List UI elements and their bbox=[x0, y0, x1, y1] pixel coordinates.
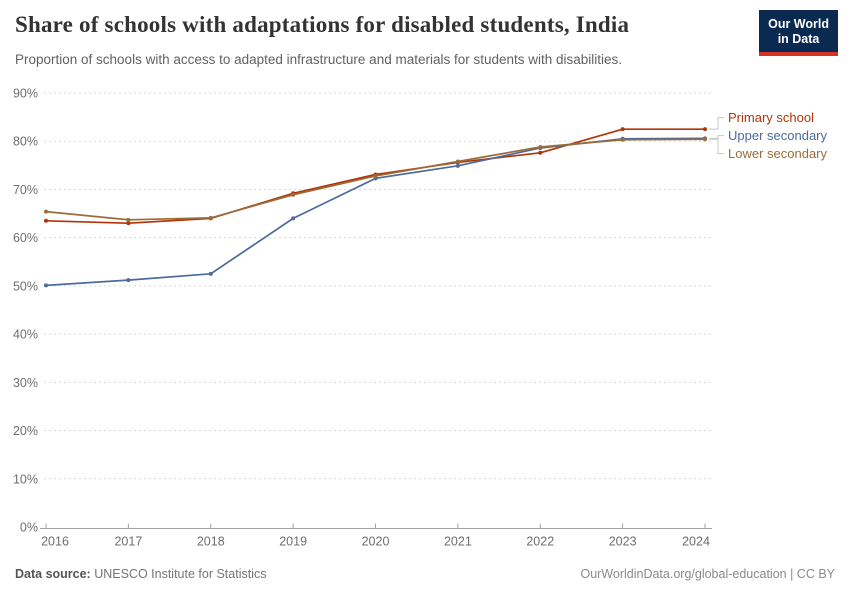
series-line-upper-secondary bbox=[45, 137, 706, 287]
credit-link[interactable]: OurWorldinData.org/global-education | CC… bbox=[580, 567, 835, 581]
legend-label-lower-secondary[interactable]: Lower secondary bbox=[728, 146, 827, 161]
y-axis-tick-label: 90% bbox=[13, 87, 38, 101]
data-point-lower-secondary bbox=[44, 209, 48, 214]
legend-label-upper-secondary[interactable]: Upper secondary bbox=[728, 128, 827, 143]
data-point-lower-secondary bbox=[373, 173, 378, 178]
x-axis-tick-label: 2023 bbox=[609, 535, 637, 549]
x-axis-tick-label: 2019 bbox=[279, 535, 307, 549]
x-axis-tick-label: 2018 bbox=[197, 535, 225, 549]
data-point-upper-secondary bbox=[455, 163, 460, 168]
data-point-upper-secondary bbox=[44, 283, 48, 288]
legend-connector bbox=[709, 138, 724, 155]
x-axis-tick-label: 2016 bbox=[41, 535, 69, 549]
y-axis-tick-label: 70% bbox=[13, 183, 38, 197]
data-point-lower-secondary bbox=[455, 159, 460, 164]
data-point-upper-secondary bbox=[208, 271, 213, 276]
y-axis-tick-label: 30% bbox=[13, 376, 38, 390]
data-point-lower-secondary bbox=[208, 215, 213, 220]
data-point-upper-secondary bbox=[291, 216, 296, 221]
y-axis-tick-label: 20% bbox=[13, 424, 38, 438]
data-point-primary-school bbox=[126, 221, 131, 226]
x-axis-tick-label: 2017 bbox=[114, 535, 142, 549]
owid-logo-line1: Our World bbox=[768, 17, 829, 31]
owid-logo: Our World in Data bbox=[759, 10, 838, 56]
data-source-label: Data source: bbox=[15, 567, 91, 581]
chart-footer: Data source: UNESCO Institute for Statis… bbox=[15, 567, 835, 581]
chart-subtitle: Proportion of schools with access to ada… bbox=[15, 52, 623, 67]
data-point-upper-secondary bbox=[126, 278, 131, 283]
chart-title: Share of schools with adaptations for di… bbox=[15, 12, 630, 37]
x-axis-tick-label: 2020 bbox=[362, 535, 390, 549]
data-point-primary-school bbox=[538, 150, 543, 155]
data-point-lower-secondary bbox=[538, 145, 543, 150]
data-point-lower-secondary bbox=[291, 192, 296, 197]
owid-logo-line2: in Data bbox=[777, 32, 820, 46]
x-axis-tick-label: 2024 bbox=[682, 535, 710, 549]
data-point-lower-secondary bbox=[620, 137, 625, 142]
data-point-primary-school bbox=[620, 127, 625, 132]
data-point-primary-school bbox=[44, 218, 48, 223]
y-axis-tick-label: 80% bbox=[13, 135, 38, 149]
y-axis-tick-label: 0% bbox=[20, 521, 38, 535]
data-point-primary-school bbox=[703, 127, 707, 132]
legend-connector bbox=[709, 135, 724, 139]
y-axis-tick-label: 50% bbox=[13, 279, 38, 293]
x-axis-tick-label: 2021 bbox=[444, 535, 472, 549]
data-point-lower-secondary bbox=[126, 217, 131, 222]
y-axis-tick-label: 10% bbox=[13, 472, 38, 486]
legend-label-primary-school[interactable]: Primary school bbox=[728, 110, 814, 125]
data-source: Data source: UNESCO Institute for Statis… bbox=[15, 567, 266, 581]
data-point-lower-secondary bbox=[703, 137, 707, 142]
legend-connector bbox=[709, 117, 724, 130]
y-axis-tick-label: 60% bbox=[13, 231, 38, 245]
x-axis-tick-label: 2022 bbox=[526, 535, 554, 549]
data-source-value: UNESCO Institute for Statistics bbox=[90, 567, 267, 581]
y-axis-tick-label: 40% bbox=[13, 328, 38, 342]
